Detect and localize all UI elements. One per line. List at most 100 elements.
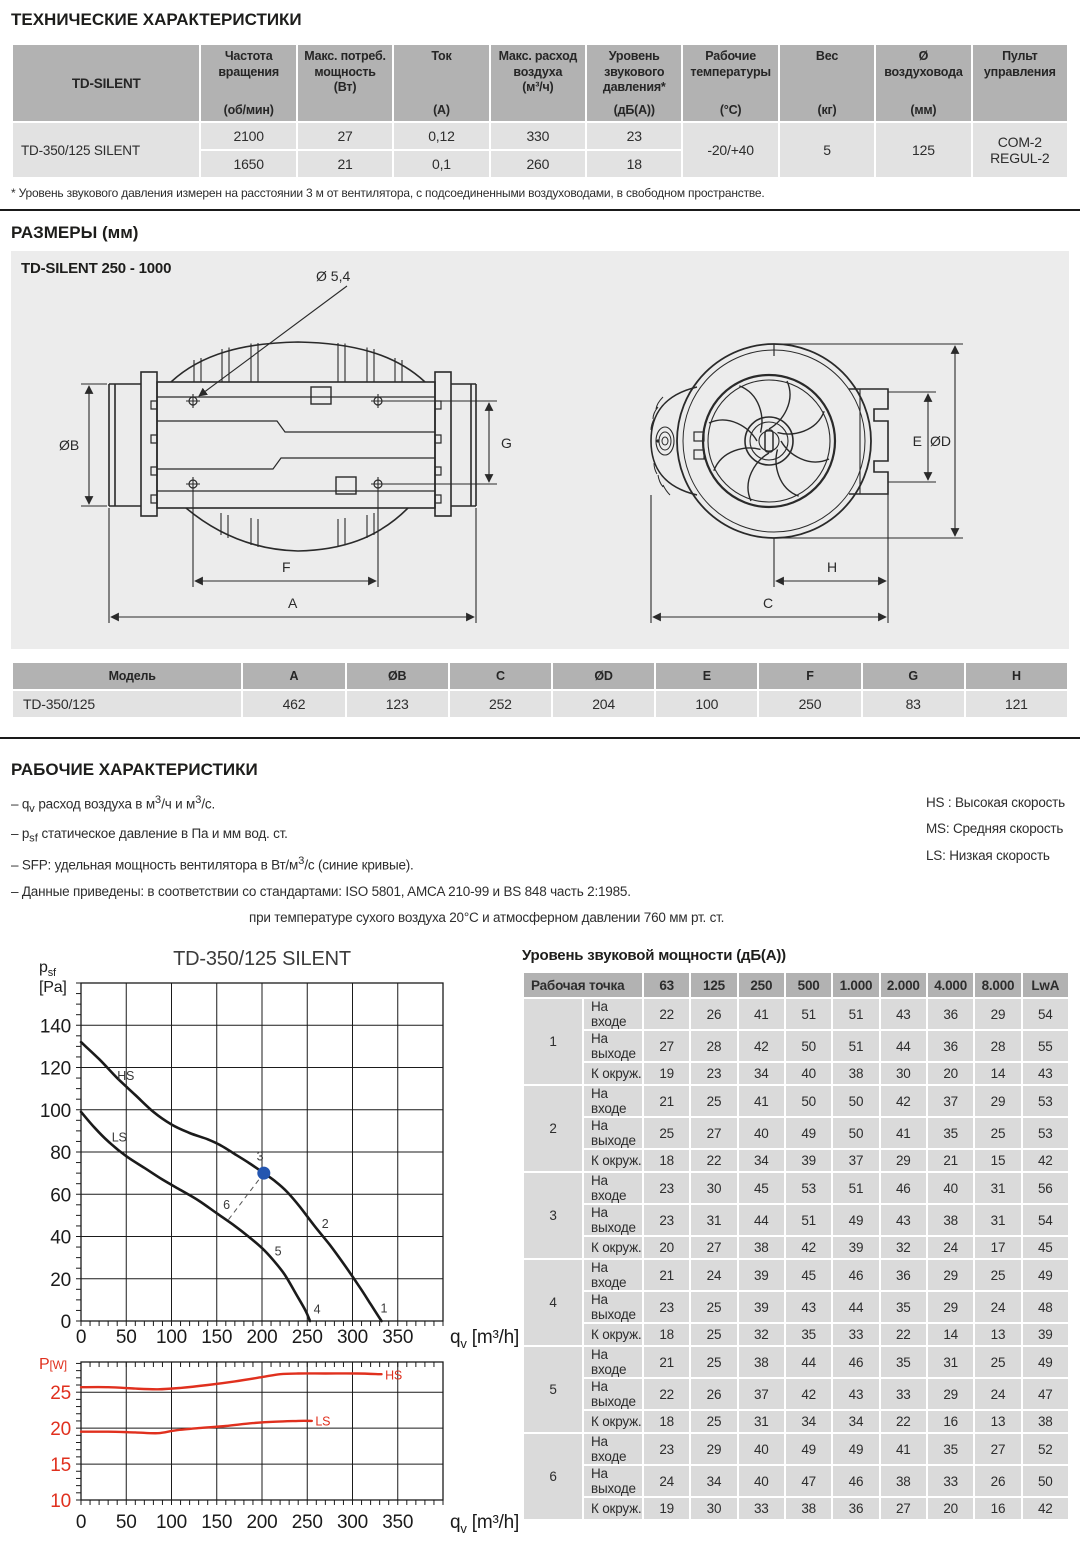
sound-value-cell: 51 [785,1205,832,1236]
sound-value-cell: 36 [880,1260,926,1291]
dims-value-cell: 121 [965,691,1067,717]
tech-column-header: Ток (А) [394,45,489,121]
impeller-blades [708,380,830,502]
sound-value-cell: 32 [738,1324,784,1346]
sound-value-cell: 18 [644,1324,690,1346]
sound-table-title: Уровень звуковой мощности (дБ(А)) [522,947,786,965]
sound-value-cell: 44 [785,1347,832,1378]
svg-text:200: 200 [246,1327,277,1348]
sound-value-cell: 24 [975,1292,1021,1323]
tech-column-header: Рабочие температуры (°С) [683,45,778,121]
sound-value-cell: 25 [691,1292,737,1323]
sound-value-cell: 27 [880,1498,926,1520]
note-line: – Данные приведены: в соответствии со ст… [11,883,631,899]
svg-text:5: 5 [275,1245,282,1259]
sound-value-cell: 38 [880,1466,926,1497]
svg-text:1: 1 [381,1302,388,1316]
dimensions-heading: РАЗМЕРЫ (мм) [11,223,139,242]
sound-value-cell: 39 [785,1150,832,1172]
svg-text:50: 50 [116,1327,137,1348]
sound-value-cell: 33 [880,1379,926,1410]
sound-value-cell: 56 [1022,1173,1068,1204]
sound-value-cell: 43 [1022,1063,1068,1085]
sound-value-cell: 42 [785,1237,832,1259]
sound-value-cell: 42 [738,1031,784,1062]
svg-text:60: 60 [50,1185,71,1206]
sound-row-label: На выходе [584,1118,642,1149]
sound-value-cell: 29 [927,1292,974,1323]
tech-duct-diameter: 125 [876,123,971,177]
sound-value-cell: 33 [738,1498,784,1520]
sound-value-cell: 41 [880,1118,926,1149]
sound-value-cell: 49 [785,1118,832,1149]
svg-text:20: 20 [50,1270,71,1291]
sound-row-label: К окруж. [584,1324,642,1346]
sound-value-cell: 16 [927,1411,974,1433]
sound-value-cell: 23 [691,1063,737,1085]
sound-value-cell: 49 [833,1434,879,1465]
sound-value-cell: 23 [644,1205,690,1236]
sound-value-cell: 21 [927,1150,974,1172]
sound-value-cell: 29 [975,1086,1021,1117]
sound-value-cell: 39 [738,1292,784,1323]
sound-value-cell: 20 [927,1498,974,1520]
sound-value-cell: 14 [975,1063,1021,1085]
fan-front-view: E ØD H C [650,343,963,623]
svg-text:qv [m³/h]: qv [m³/h] [450,1512,519,1536]
drawing-series-label: TD-SILENT 250 - 1000 [21,260,172,277]
sound-value-cell: 31 [975,1173,1021,1204]
svg-text:15: 15 [50,1455,71,1476]
sound-value-cell: 26 [691,1379,737,1410]
dim-label-f: F [282,559,291,575]
sound-row-label: К окруж. [584,1498,642,1520]
dim-label-a: A [288,595,298,611]
sound-value-cell: 29 [927,1379,974,1410]
fan-side-view: ØB G F A Ø 5,4 [59,268,512,623]
sound-value-cell: 44 [833,1292,879,1323]
sound-value-cell: 25 [975,1260,1021,1291]
sound-row-label: На выходе [584,1466,642,1497]
sound-value-cell: 24 [975,1379,1021,1410]
sound-value-cell: 45 [1022,1237,1068,1259]
sound-value-cell: 28 [975,1031,1021,1062]
svg-text:25: 25 [50,1383,71,1404]
sound-point-number: 2 [524,1086,582,1172]
dims-value-cell: 83 [862,691,964,717]
sound-value-cell: 16 [975,1498,1021,1520]
divider [0,209,1080,211]
sound-freq-header: 8.000 [975,973,1021,998]
sound-value-cell: 38 [1022,1411,1068,1433]
svg-text:LS: LS [315,1415,330,1429]
sound-value-cell: 47 [785,1466,832,1497]
svg-text:80: 80 [50,1143,71,1164]
sound-value-cell: 21 [644,1086,690,1117]
sound-value-cell: 46 [833,1466,879,1497]
sound-value-cell: 34 [785,1411,832,1433]
tech-value-cell: 18 [587,151,682,177]
dim-label-hole: Ø 5,4 [316,268,350,284]
svg-text:20: 20 [50,1419,71,1440]
dims-column-header: Модель [13,663,242,689]
sound-value-cell: 42 [785,1379,832,1410]
sound-value-cell: 51 [833,999,879,1030]
sound-value-cell: 46 [880,1173,926,1204]
sound-value-cell: 35 [927,1118,974,1149]
sound-value-cell: 35 [880,1292,926,1323]
sound-row-label: На выходе [584,1205,642,1236]
pressure-chart-title: TD-350/125 SILENT [173,948,351,970]
tech-remote-control: COM-2 REGUL-2 [972,123,1067,177]
sound-value-cell: 43 [785,1292,832,1323]
tech-temperature: -20/+40 [683,123,778,177]
sound-value-cell: 25 [644,1118,690,1149]
svg-text:300: 300 [337,1512,368,1533]
svg-text:10: 10 [50,1491,71,1512]
sound-row-label: На входе [584,1347,642,1378]
tech-value-cell: 260 [490,151,586,177]
sound-value-cell: 31 [691,1205,737,1236]
dims-value-cell: 462 [243,691,345,717]
sound-value-cell: 48 [1022,1292,1068,1323]
dimensions-drawing-panel: TD-SILENT 250 - 1000 [11,251,1069,649]
svg-text:100: 100 [40,1101,71,1122]
svg-text:6: 6 [223,1198,230,1212]
